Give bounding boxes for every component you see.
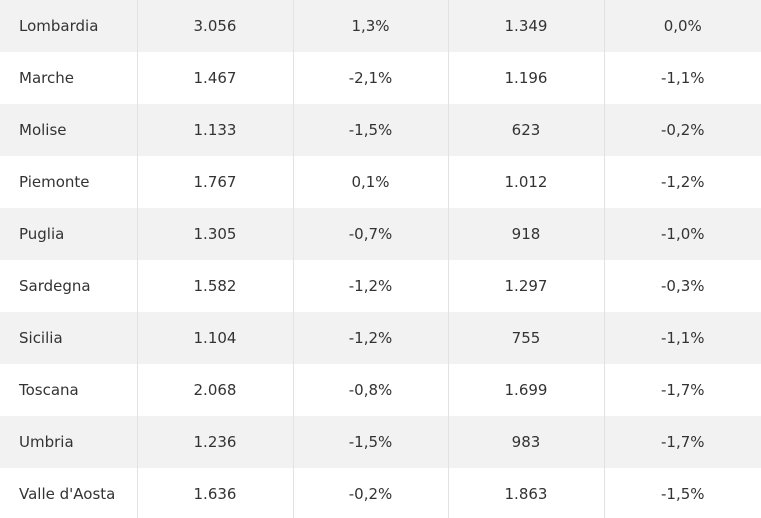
value-cell: 1.133 [137, 104, 294, 156]
region-name-cell: Marche [0, 52, 138, 104]
table-row: Umbria 1.236 -1,5% 983 -1,7% [0, 416, 761, 468]
value-cell: 1.196 [448, 52, 605, 104]
change-cell: -0,7% [293, 208, 449, 260]
value-cell: 1.104 [137, 312, 294, 364]
value-cell: 983 [448, 416, 605, 468]
change-cell: -1,5% [293, 416, 449, 468]
value-cell: 1.297 [448, 260, 605, 312]
change-cell: -2,1% [293, 52, 449, 104]
value-cell: 1.582 [137, 260, 294, 312]
change-cell: -1,7% [604, 416, 761, 468]
value-cell: 1.863 [448, 468, 605, 518]
change-cell: -0,3% [604, 260, 761, 312]
change-cell: -1,2% [604, 156, 761, 208]
table-row: Marche 1.467 -2,1% 1.196 -1,1% [0, 52, 761, 104]
table-row: Molise 1.133 -1,5% 623 -0,2% [0, 104, 761, 156]
region-name-cell: Lombardia [0, 0, 138, 52]
table-row: Puglia 1.305 -0,7% 918 -1,0% [0, 208, 761, 260]
value-cell: 1.636 [137, 468, 294, 518]
region-name-cell: Toscana [0, 364, 138, 416]
region-name-cell: Umbria [0, 416, 138, 468]
table-row: Sicilia 1.104 -1,2% 755 -1,1% [0, 312, 761, 364]
region-name-cell: Sicilia [0, 312, 138, 364]
region-name-cell: Sardegna [0, 260, 138, 312]
value-cell: 3.056 [137, 0, 294, 52]
change-cell: -0,2% [293, 468, 449, 518]
change-cell: -0,2% [604, 104, 761, 156]
value-cell: 623 [448, 104, 605, 156]
value-cell: 918 [448, 208, 605, 260]
region-name-cell: Molise [0, 104, 138, 156]
value-cell: 1.012 [448, 156, 605, 208]
change-cell: 0,0% [604, 0, 761, 52]
change-cell: -1,5% [604, 468, 761, 518]
value-cell: 1.767 [137, 156, 294, 208]
table-row: Lombardia 3.056 1,3% 1.349 0,0% [0, 0, 761, 52]
value-cell: 1.236 [137, 416, 294, 468]
change-cell: -1,5% [293, 104, 449, 156]
table-row: Sardegna 1.582 -1,2% 1.297 -0,3% [0, 260, 761, 312]
value-cell: 1.349 [448, 0, 605, 52]
change-cell: -1,1% [604, 52, 761, 104]
change-cell: -1,2% [293, 312, 449, 364]
table-row: Piemonte 1.767 0,1% 1.012 -1,2% [0, 156, 761, 208]
change-cell: -1,1% [604, 312, 761, 364]
value-cell: 2.068 [137, 364, 294, 416]
table-row: Valle d'Aosta 1.636 -0,2% 1.863 -1,5% [0, 468, 761, 518]
value-cell: 755 [448, 312, 605, 364]
region-name-cell: Puglia [0, 208, 138, 260]
change-cell: 1,3% [293, 0, 449, 52]
change-cell: -0,8% [293, 364, 449, 416]
change-cell: -1,7% [604, 364, 761, 416]
value-cell: 1.305 [137, 208, 294, 260]
change-cell: 0,1% [293, 156, 449, 208]
change-cell: -1,0% [604, 208, 761, 260]
change-cell: -1,2% [293, 260, 449, 312]
table-row: Toscana 2.068 -0,8% 1.699 -1,7% [0, 364, 761, 416]
region-name-cell: Piemonte [0, 156, 138, 208]
value-cell: 1.699 [448, 364, 605, 416]
value-cell: 1.467 [137, 52, 294, 104]
region-name-cell: Valle d'Aosta [0, 468, 138, 518]
